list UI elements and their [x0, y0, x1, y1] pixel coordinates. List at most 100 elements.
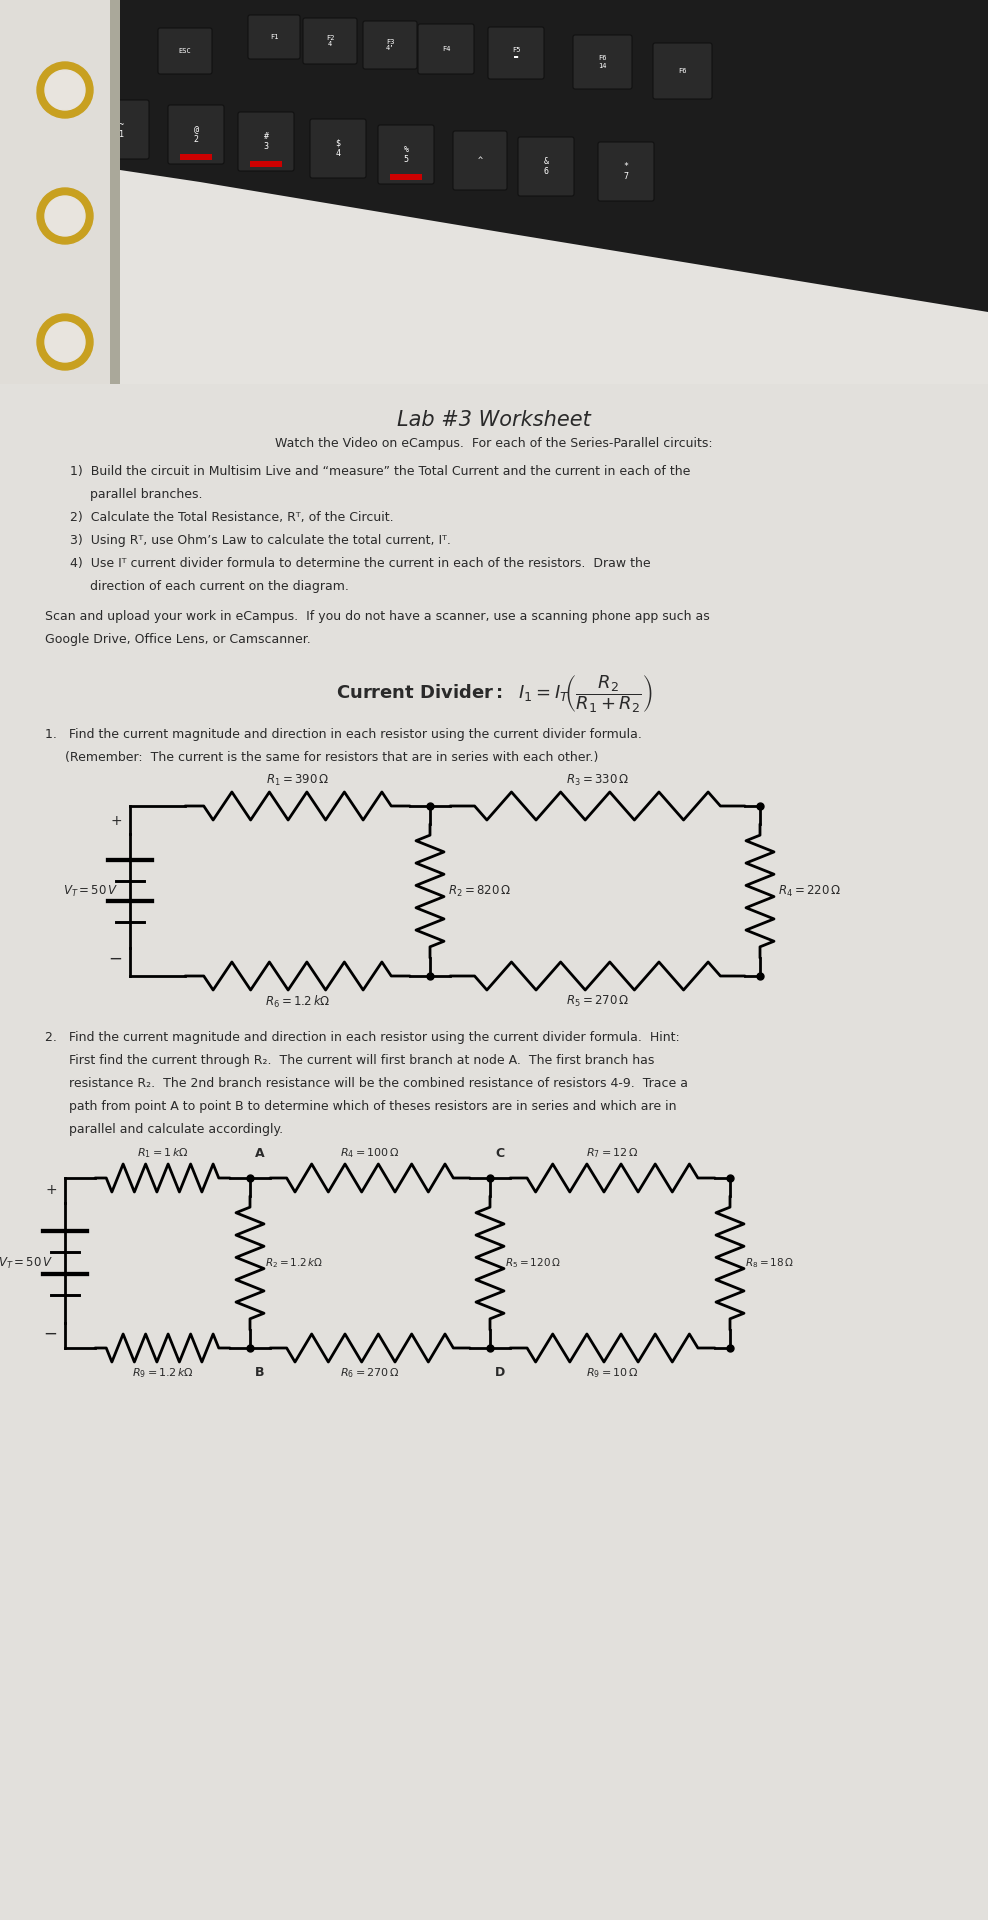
- Text: A: A: [255, 1146, 265, 1160]
- Text: F3
4’: F3 4’: [385, 38, 394, 52]
- Text: ^: ^: [477, 156, 482, 165]
- Text: Scan and upload your work in eCampus.  If you do not have a scanner, use a scann: Scan and upload your work in eCampus. If…: [45, 611, 709, 622]
- Text: D: D: [495, 1365, 505, 1379]
- FancyBboxPatch shape: [310, 119, 366, 179]
- Text: $V_T = 50\,V$: $V_T = 50\,V$: [62, 883, 118, 899]
- Circle shape: [37, 188, 93, 244]
- Text: T: T: [377, 250, 382, 259]
- FancyBboxPatch shape: [93, 100, 149, 159]
- FancyBboxPatch shape: [136, 207, 192, 267]
- Polygon shape: [0, 152, 988, 432]
- Text: $R_5 = 270\,\Omega$: $R_5 = 270\,\Omega$: [566, 995, 629, 1010]
- FancyBboxPatch shape: [248, 15, 300, 60]
- Text: resistance R₂.  The 2nd branch resistance will be the combined resistance of res: resistance R₂. The 2nd branch resistance…: [45, 1077, 688, 1091]
- Polygon shape: [0, 0, 120, 432]
- Text: parallel branches.: parallel branches.: [70, 488, 203, 501]
- Text: W: W: [233, 238, 238, 248]
- Text: R: R: [449, 255, 453, 265]
- Text: $R_1 = 390\,\Omega$: $R_1 = 390\,\Omega$: [266, 774, 329, 787]
- FancyBboxPatch shape: [378, 125, 434, 184]
- Text: $R_8 = 18\,\Omega$: $R_8 = 18\,\Omega$: [745, 1256, 794, 1269]
- FancyBboxPatch shape: [280, 219, 336, 278]
- Text: %
5: % 5: [403, 144, 408, 165]
- FancyBboxPatch shape: [352, 225, 408, 284]
- Text: Google Drive, Office Lens, or Camscanner.: Google Drive, Office Lens, or Camscanner…: [45, 634, 311, 645]
- Text: 4)  Use Iᵀ current divider formula to determine the current in each of the resis: 4) Use Iᵀ current divider formula to det…: [70, 557, 651, 570]
- Text: (Remember:  The current is the same for resistors that are in series with each o: (Remember: The current is the same for r…: [45, 751, 599, 764]
- Bar: [390, 175, 422, 180]
- Text: +: +: [111, 814, 122, 828]
- FancyBboxPatch shape: [208, 213, 264, 273]
- Text: B: B: [255, 1365, 265, 1379]
- FancyBboxPatch shape: [598, 142, 654, 202]
- Text: ESC: ESC: [179, 48, 192, 54]
- Text: $R_2 = 820\,\Omega$: $R_2 = 820\,\Omega$: [448, 883, 511, 899]
- Text: $R_7 = 12\,\Omega$: $R_7 = 12\,\Omega$: [586, 1146, 639, 1160]
- Text: F5
▬: F5 ▬: [512, 46, 521, 60]
- FancyBboxPatch shape: [40, 309, 119, 367]
- Text: Q: Q: [161, 232, 167, 242]
- Text: 2.   Find the current magnitude and direction in each resistor using the current: 2. Find the current magnitude and direct…: [45, 1031, 680, 1044]
- Bar: [220, 261, 252, 269]
- Text: E: E: [305, 244, 310, 253]
- Text: ~
1: ~ 1: [119, 119, 124, 140]
- FancyBboxPatch shape: [238, 111, 294, 171]
- Text: C: C: [495, 1146, 504, 1160]
- FancyBboxPatch shape: [363, 21, 417, 69]
- Text: $R_9 = 1.2\,k\Omega$: $R_9 = 1.2\,k\Omega$: [131, 1365, 194, 1380]
- Text: $\mathbf{Current\ Divider:}\ \ I_1 = I_T\!\left(\dfrac{R_2}{R_1+R_2}\right)$: $\mathbf{Current\ Divider:}\ \ I_1 = I_T…: [336, 674, 652, 714]
- Text: $R_1 = 1\,k\Omega$: $R_1 = 1\,k\Omega$: [136, 1146, 189, 1160]
- Text: $R_2 = 1.2\,k\Omega$: $R_2 = 1.2\,k\Omega$: [265, 1256, 323, 1269]
- Text: $R_6 = 270\,\Omega$: $R_6 = 270\,\Omega$: [340, 1365, 400, 1380]
- Text: &
6: & 6: [543, 157, 548, 177]
- Bar: [110, 0, 120, 432]
- Text: $
4: $ 4: [336, 138, 341, 157]
- Circle shape: [45, 323, 85, 363]
- Text: F1: F1: [270, 35, 279, 40]
- FancyBboxPatch shape: [423, 230, 479, 290]
- Circle shape: [37, 61, 93, 117]
- Text: $R_4 = 220\,\Omega$: $R_4 = 220\,\Omega$: [778, 883, 841, 899]
- Text: $R_4 = 100\,\Omega$: $R_4 = 100\,\Omega$: [340, 1146, 400, 1160]
- FancyBboxPatch shape: [653, 42, 712, 100]
- FancyBboxPatch shape: [453, 131, 507, 190]
- Bar: [181, 154, 211, 159]
- Text: #
3: # 3: [264, 132, 269, 152]
- FancyBboxPatch shape: [573, 35, 632, 88]
- Text: −: −: [108, 950, 122, 968]
- Text: F6: F6: [678, 67, 687, 75]
- Circle shape: [37, 315, 93, 371]
- FancyBboxPatch shape: [168, 106, 224, 163]
- Text: $R_5 = 120\,\Omega$: $R_5 = 120\,\Omega$: [505, 1256, 561, 1269]
- Circle shape: [45, 196, 85, 236]
- Text: TAB: TAB: [80, 225, 95, 234]
- Text: −: −: [43, 1325, 57, 1342]
- FancyBboxPatch shape: [488, 27, 544, 79]
- FancyBboxPatch shape: [518, 136, 574, 196]
- Text: 3)  Using Rᵀ, use Ohm’s Law to calculate the total current, Iᵀ.: 3) Using Rᵀ, use Ohm’s Law to calculate …: [70, 534, 451, 547]
- Bar: [250, 161, 282, 167]
- Text: First find the current through R₂.  The current will first branch at node A.  Th: First find the current through R₂. The c…: [45, 1054, 654, 1068]
- Text: *
7: * 7: [623, 161, 628, 180]
- Bar: [148, 255, 180, 261]
- Text: +: +: [45, 1183, 57, 1196]
- Text: Watch the Video on eCampus.  For each of the Series-Parallel circuits:: Watch the Video on eCampus. For each of …: [276, 438, 712, 449]
- Text: $V_T = 50\,V$: $V_T = 50\,V$: [0, 1256, 53, 1271]
- Text: $R_9 = 10\,\Omega$: $R_9 = 10\,\Omega$: [586, 1365, 639, 1380]
- Text: 1)  Build the circuit in Multisim Live and “measure” the Total Current and the c: 1) Build the circuit in Multisim Live an…: [70, 465, 691, 478]
- Text: direction of each current on the diagram.: direction of each current on the diagram…: [70, 580, 349, 593]
- Text: @
2: @ 2: [194, 125, 199, 144]
- FancyBboxPatch shape: [418, 25, 474, 75]
- Circle shape: [45, 69, 85, 109]
- Text: $R_3 = 330\,\Omega$: $R_3 = 330\,\Omega$: [566, 774, 629, 787]
- Text: 1.   Find the current magnitude and direction in each resistor using the current: 1. Find the current magnitude and direct…: [45, 728, 642, 741]
- FancyBboxPatch shape: [158, 29, 212, 75]
- Text: F2
4: F2 4: [326, 35, 334, 48]
- Text: path from point A to point B to determine which of theses resistors are in serie: path from point A to point B to determin…: [45, 1100, 677, 1114]
- Text: parallel and calculate accordingly.: parallel and calculate accordingly.: [45, 1123, 284, 1137]
- FancyBboxPatch shape: [303, 17, 357, 63]
- Text: 2)  Calculate the Total Resistance, Rᵀ, of the Circuit.: 2) Calculate the Total Resistance, Rᵀ, o…: [70, 511, 393, 524]
- Text: $R_6 = 1.2\,k\Omega$: $R_6 = 1.2\,k\Omega$: [265, 995, 330, 1010]
- Text: Lab #3 Worksheet: Lab #3 Worksheet: [397, 411, 591, 430]
- FancyBboxPatch shape: [53, 200, 122, 259]
